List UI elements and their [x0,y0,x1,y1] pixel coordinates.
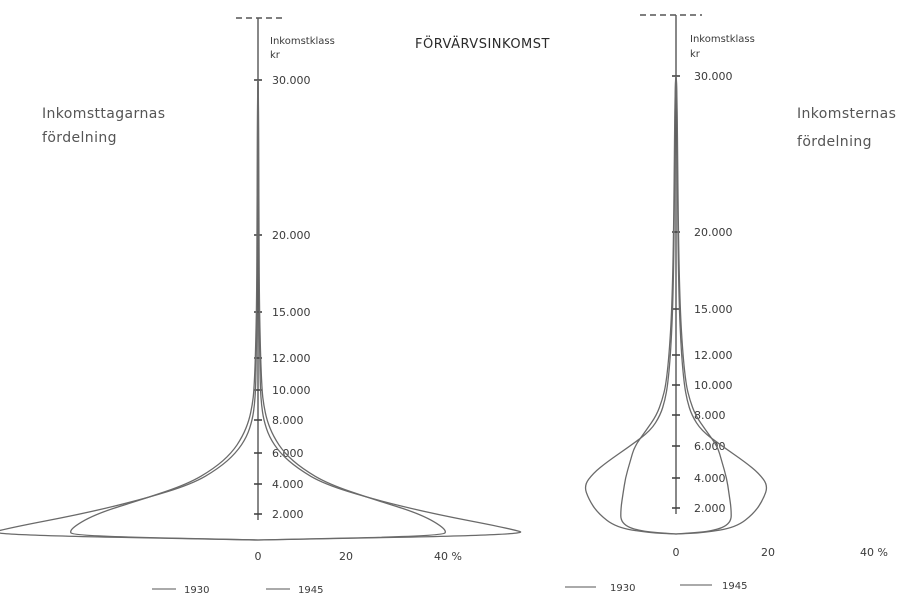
left-panel: Inkomsttagarnas fördelning Inkomstklass … [0,17,522,563]
left-curve-1945 [70,79,446,541]
right-panel: Inkomsternas fördelning Inkomstklass kr … [584,14,896,559]
right-legend: 1930 1945 [565,581,747,594]
left-ytick-label-2: 6.000 [272,447,304,460]
left-legend: 1930 1945 [152,585,323,596]
left-ytick-label-4: 10.000 [272,384,311,397]
right-y-ticks: 2.000 4.000 6.000 8.000 10.000 12.000 15.000 20… [672,15,733,515]
left-curves [0,79,522,541]
right-side-label-line2: fördelning [797,134,872,150]
legend-1930-label-right: 1930 [610,583,635,594]
left-side-label-line1: Inkomsttagarnas [42,106,165,122]
right-axis-header-line1: Inkomstklass [690,34,755,45]
right-ytick-label-7: 20.000 [694,226,733,239]
right-x-ticks: 0 20 40 % [673,546,888,559]
right-ytick-label-8: 30.000 [694,70,733,83]
right-ytick-label-2: 6.000 [694,440,726,453]
left-ytick-label-5: 12.000 [272,352,311,365]
right-xtick-label-2: 40 % [860,546,888,559]
right-ytick-label-5: 12.000 [694,349,733,362]
right-ytick-label-6: 15.000 [694,303,733,316]
left-side-label-line2: fördelning [42,130,117,146]
left-axis-header-line1: Inkomstklass [270,36,335,47]
left-ytick-label-6: 15.000 [272,306,311,319]
left-curve-1930 [0,79,522,541]
legend-1930-label: 1930 [184,585,209,596]
right-xtick-label-0: 0 [673,546,680,559]
left-ytick-label-1: 4.000 [272,478,304,491]
right-ytick-label-1: 4.000 [694,472,726,485]
left-xtick-label-2: 40 % [434,550,462,563]
right-curves [584,75,768,535]
right-ytick-label-3: 8.000 [694,409,726,422]
right-ytick-label-4: 10.000 [694,379,733,392]
legend-1945-label: 1945 [298,585,323,596]
left-x-ticks: 0 20 40 % [255,550,462,563]
left-ytick-label-0: 2.000 [272,508,304,521]
left-ytick-label-3: 8.000 [272,414,304,427]
right-curve-1945 [620,75,732,535]
legend-1945-label-right: 1945 [722,581,747,592]
right-xtick-label-1: 20 [761,546,775,559]
right-axis-header-line2: kr [690,49,701,60]
right-side-label-line1: Inkomsternas [797,106,896,122]
left-y-ticks: 2.000 4.000 6.000 8.000 10.000 12.000 15.000 20… [254,18,311,521]
left-ytick-label-7: 20.000 [272,229,311,242]
left-xtick-label-0: 0 [255,550,262,563]
chart-title: FÖRVÄRVSINKOMST [415,35,550,52]
left-xtick-label-1: 20 [339,550,353,563]
left-axis-header-line2: kr [270,50,281,61]
right-ytick-label-0: 2.000 [694,502,726,515]
left-ytick-label-8: 30.000 [272,74,311,87]
